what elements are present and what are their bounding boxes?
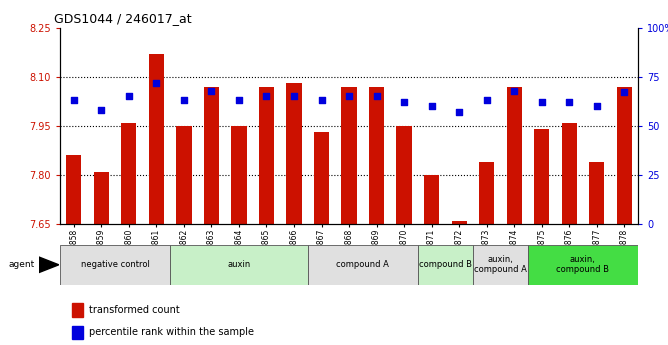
Polygon shape: [39, 257, 59, 273]
Bar: [506, 87, 522, 224]
Bar: [72, 304, 83, 317]
Text: auxin: auxin: [227, 260, 250, 269]
Text: transformed count: transformed count: [89, 305, 180, 315]
Bar: [122, 123, 136, 224]
Point: [536, 100, 547, 105]
Point: [234, 98, 244, 103]
Bar: [60, 245, 170, 285]
Point: [289, 93, 299, 99]
Point: [509, 88, 520, 93]
Bar: [397, 126, 411, 224]
Bar: [534, 129, 549, 224]
Point: [206, 88, 217, 93]
Bar: [479, 162, 494, 224]
Point: [399, 100, 409, 105]
Bar: [314, 132, 329, 224]
Point: [316, 98, 327, 103]
Text: negative control: negative control: [81, 260, 150, 269]
Bar: [170, 245, 308, 285]
Bar: [473, 245, 528, 285]
Point: [426, 104, 437, 109]
Bar: [72, 326, 83, 339]
Bar: [149, 54, 164, 224]
Point: [343, 93, 354, 99]
Point: [481, 98, 492, 103]
Point: [619, 90, 629, 95]
Point: [591, 104, 602, 109]
Bar: [452, 221, 467, 224]
Point: [69, 98, 79, 103]
Bar: [308, 245, 418, 285]
Bar: [418, 245, 473, 285]
Bar: [424, 175, 439, 224]
Bar: [341, 87, 357, 224]
Text: GDS1044 / 246017_at: GDS1044 / 246017_at: [54, 12, 192, 25]
Text: compound B: compound B: [419, 260, 472, 269]
Bar: [528, 245, 638, 285]
Text: auxin,
compound B: auxin, compound B: [556, 255, 609, 275]
Text: agent: agent: [8, 260, 34, 269]
Bar: [617, 87, 632, 224]
Bar: [562, 123, 576, 224]
Bar: [369, 87, 384, 224]
Bar: [231, 126, 246, 224]
Point: [124, 93, 134, 99]
Bar: [287, 83, 301, 224]
Bar: [94, 172, 109, 224]
Bar: [589, 162, 605, 224]
Bar: [204, 87, 219, 224]
Point: [371, 93, 382, 99]
Bar: [259, 87, 274, 224]
Text: compound A: compound A: [337, 260, 389, 269]
Bar: [66, 155, 81, 224]
Text: auxin,
compound A: auxin, compound A: [474, 255, 527, 275]
Point: [564, 100, 574, 105]
Point: [96, 107, 107, 113]
Point: [151, 80, 162, 86]
Bar: [176, 126, 192, 224]
Point: [261, 93, 272, 99]
Point: [454, 109, 464, 115]
Point: [178, 98, 189, 103]
Text: percentile rank within the sample: percentile rank within the sample: [89, 327, 254, 337]
